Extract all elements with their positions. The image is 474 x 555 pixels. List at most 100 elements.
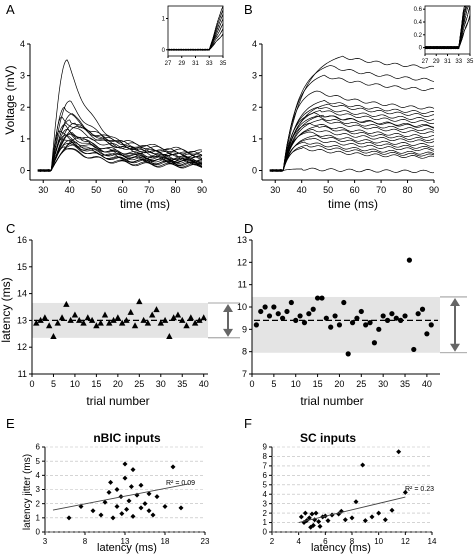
panel-b-inset-x-tick-label: 29 — [433, 59, 440, 65]
panel-c-point — [200, 314, 207, 321]
panel-e-point — [138, 482, 144, 488]
panel-f-y-tick-label: 6 — [263, 471, 268, 480]
panel-b-trace — [269, 138, 435, 172]
panel-c-point — [101, 311, 109, 318]
panel-f-point — [369, 514, 375, 520]
panel-d-point — [336, 322, 343, 328]
panel-a-trace — [37, 119, 203, 172]
panel-d-band-arrow-head-down — [450, 343, 460, 352]
panel-e-point — [142, 501, 148, 507]
panel-a-inset-x-tick-label: 27 — [165, 61, 172, 67]
panel-c-point — [144, 319, 152, 326]
panel-c-y-tick-label: 11 — [18, 369, 27, 379]
panel-letter-f: F — [244, 416, 252, 431]
panel-b-xlabel: time (ms) — [328, 197, 378, 211]
panel-b-x-tick-label: 90 — [429, 185, 439, 195]
panel-c-point — [110, 316, 117, 323]
panel-a-trace — [37, 132, 203, 172]
panel-e-point — [138, 505, 144, 511]
panel-d-point — [428, 322, 434, 328]
panel-f-y-tick-label: 2 — [263, 509, 268, 518]
panel-d-y-tick-label: 10 — [237, 302, 247, 312]
panel-c-point — [166, 332, 173, 339]
panel-e-point — [114, 487, 120, 492]
panel-f-point — [342, 517, 348, 523]
panel-b-trace — [269, 65, 435, 172]
panel-c-x-tick-label: 30 — [156, 379, 166, 389]
panel-a-inset-trace — [167, 33, 224, 51]
panel-letter-d: D — [244, 221, 253, 236]
panel-d-point — [306, 311, 312, 317]
panel-c-y-tick-label: 16 — [17, 235, 27, 245]
panel-b-trace — [269, 90, 435, 172]
panel-f-fit-line — [298, 496, 406, 523]
panel-d-point — [419, 306, 426, 312]
panel-b-y-tick-label: 4 — [252, 39, 257, 49]
panel-b-y-tick-label: 3 — [252, 71, 257, 81]
panel-b-trace — [269, 167, 435, 174]
panel-d-point — [284, 308, 290, 315]
panel-c-y-tick-label: 12 — [17, 342, 27, 352]
panel-d-point — [301, 320, 308, 326]
panel-f-r2-label: R² = 0.23 — [405, 486, 434, 493]
panel-f-x-tick-label: 12 — [401, 537, 410, 546]
panel-f-point — [349, 515, 355, 521]
panel-d-y-tick-label: 12 — [237, 257, 247, 267]
panel-d-point — [380, 313, 386, 319]
panel-e-point — [66, 515, 72, 521]
panel-d-point — [266, 313, 273, 319]
panel-b-inset-x-tick-label: 35 — [467, 59, 474, 65]
panel-f-x-tick-label: 6 — [323, 537, 328, 546]
panel-b-y-tick-label: 2 — [252, 102, 257, 112]
panel-d-point — [288, 299, 294, 306]
panel-e-x-tick-label: 23 — [201, 537, 210, 546]
panel-c-point — [170, 314, 177, 321]
panel-a-trace — [37, 122, 203, 172]
panel-f-point — [298, 514, 304, 520]
panel-f-y-tick-label: 3 — [263, 499, 268, 508]
panel-d-x-tick-label: 10 — [291, 379, 301, 389]
panel-d-point — [341, 299, 347, 306]
panel-d-point — [262, 304, 268, 310]
panel-a-x-tick-label: 90 — [197, 185, 207, 195]
panel-a-y-tick-label: 0 — [20, 166, 25, 176]
panel-f-y-tick-label: 1 — [263, 518, 268, 527]
panel-f-point — [313, 510, 319, 516]
panel-f-x-tick-label: 10 — [374, 537, 383, 546]
panel-f-point — [376, 510, 382, 516]
panel-c-point — [88, 316, 96, 323]
panel-f-x-tick-label: 8 — [350, 537, 355, 546]
panel-c-point — [76, 316, 83, 323]
panel-b-trace — [269, 106, 435, 172]
panel-d-point — [280, 315, 286, 321]
panel-c-point — [71, 311, 79, 318]
panel-d-xlabel: trial number — [300, 394, 363, 408]
panel-d-point — [371, 340, 378, 346]
panel-e-point — [126, 498, 132, 504]
panel-a-trace — [37, 146, 203, 172]
panel-c-point — [148, 311, 156, 318]
panel-f-y-tick-label: 9 — [263, 443, 268, 452]
panel-e-point — [124, 506, 130, 512]
panel-e-fit-line — [52, 483, 190, 511]
panel-c-point — [118, 319, 126, 326]
panel-f-y-tick-label: 5 — [263, 480, 268, 489]
panel-e-point — [128, 484, 134, 490]
panel-c-band-arrow-head-down — [223, 328, 233, 337]
panel-c-band-arrow-head-up — [223, 303, 233, 312]
panel-b-x-tick-label: 40 — [297, 185, 307, 195]
panel-b-inset-trace — [424, 5, 470, 50]
panel-d-y-tick-label: 9 — [242, 324, 247, 334]
panel-c-point — [196, 316, 203, 323]
panel-a-trace — [37, 143, 203, 172]
panel-e-point — [102, 499, 108, 505]
panel-f-y-tick-label: 8 — [263, 452, 268, 461]
panel-d-point — [332, 313, 338, 319]
panel-a-x-tick-label: 30 — [38, 185, 48, 195]
panel-b-inset-x-tick-label: 33 — [455, 59, 462, 65]
panel-d-point — [398, 317, 404, 323]
panel-e-x-tick-label: 3 — [43, 537, 48, 546]
panel-f-y-tick-label: 4 — [263, 490, 268, 499]
panel-b-trace — [269, 144, 435, 172]
